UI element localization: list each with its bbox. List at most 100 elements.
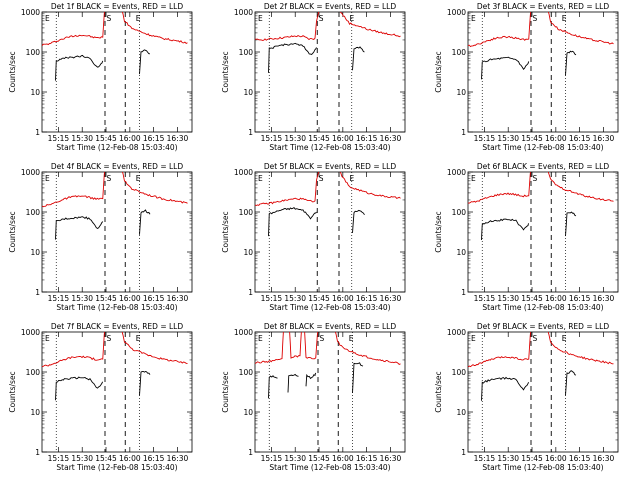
interval-marker-label: E <box>136 174 141 183</box>
x-tick-label: 15:30 <box>71 454 93 463</box>
y-axis-label: Counts/sec <box>221 51 230 92</box>
interval-marker-label: S <box>107 174 112 183</box>
x-tick-label: 15:30 <box>284 134 306 143</box>
plot-frame <box>467 11 619 133</box>
y-tick-label: 10 <box>30 248 40 257</box>
x-tick-label: 16:30 <box>380 294 402 303</box>
events-series-line <box>481 56 530 80</box>
interval-marker-label: E <box>350 14 355 23</box>
lld-series-line <box>468 12 532 48</box>
lld-series-line <box>255 332 284 364</box>
events-series-line <box>139 49 151 75</box>
y-tick-label: 1 <box>461 448 466 457</box>
plot-area <box>255 332 401 452</box>
y-tick-label: 100 <box>452 208 467 217</box>
events-series-line <box>352 209 365 233</box>
x-tick-label: 16:30 <box>380 454 402 463</box>
x-tick-label: 16:30 <box>167 294 189 303</box>
x-tick-label: 15:45 <box>308 294 330 303</box>
plot-frame <box>254 171 406 293</box>
plot-area <box>468 12 614 132</box>
x-tick-label: 16:30 <box>593 134 615 143</box>
plot-area <box>255 12 401 132</box>
y-tick-label: 100 <box>239 368 254 377</box>
y-tick-label: 1 <box>248 448 253 457</box>
x-tick-label: 16:15 <box>569 454 591 463</box>
events-series-line <box>268 207 317 237</box>
x-tick-label: 16:15 <box>143 294 165 303</box>
y-tick-label: 1000 <box>21 8 40 17</box>
x-tick-label: 16:00 <box>545 294 567 303</box>
x-tick-label: 15:30 <box>497 454 519 463</box>
y-tick-label: 10 <box>243 88 253 97</box>
x-tick-label: 15:15 <box>261 454 283 463</box>
y-tick-label: 10 <box>456 408 466 417</box>
lld-series-line <box>547 332 614 365</box>
interval-marker-label: S <box>533 334 538 343</box>
detector-panel: Det 7f BLACK = Events, RED = LLD 1 10 100 10… <box>8 322 193 472</box>
x-tick-label: 15:15 <box>261 294 283 303</box>
detector-panel: Det 6f BLACK = Events, RED = LLD 1 10 100 10… <box>434 162 619 312</box>
events-series-line <box>305 372 317 387</box>
panel-title: Det 6f BLACK = Events, RED = LLD <box>477 162 610 171</box>
x-tick-label: 15:30 <box>284 454 306 463</box>
detector-panel: Det 5f BLACK = Events, RED = LLD 1 10 100 10… <box>221 162 406 312</box>
interval-marker-label: E <box>136 334 141 343</box>
interval-marker-label: S <box>319 174 324 183</box>
y-tick-label: 1 <box>248 288 253 297</box>
x-tick-label: 15:15 <box>474 134 496 143</box>
events-series-line <box>565 370 577 396</box>
y-tick-label: 1 <box>248 128 253 137</box>
y-tick-label: 1000 <box>234 168 253 177</box>
y-tick-label: 100 <box>26 368 41 377</box>
x-tick-label: 16:30 <box>380 134 402 143</box>
y-tick-label: 1 <box>461 128 466 137</box>
lld-series-line <box>468 332 532 368</box>
x-tick-label: 16:00 <box>332 134 354 143</box>
y-tick-label: 100 <box>239 208 254 217</box>
panel-title: Det 4f BLACK = Events, RED = LLD <box>51 162 184 171</box>
interval-marker-label: E <box>562 334 567 343</box>
plot-frame <box>41 11 193 133</box>
y-axis-label: Counts/sec <box>434 211 443 252</box>
y-tick-label: 10 <box>456 88 466 97</box>
x-tick-label: 15:45 <box>521 454 543 463</box>
interval-marker-label: E <box>471 334 476 343</box>
interval-marker-label: S <box>320 334 325 343</box>
interval-marker-label: E <box>349 334 354 343</box>
x-axis-label: Start Time (12-Feb-08 15:03:40) <box>269 463 390 472</box>
events-series-line <box>268 375 278 399</box>
panel-title: Det 7f BLACK = Events, RED = LLD <box>51 322 184 331</box>
x-tick-label: 15:15 <box>48 454 70 463</box>
x-tick-label: 16:00 <box>119 294 141 303</box>
interval-marker-label: E <box>471 174 476 183</box>
x-axis-label: Start Time (12-Feb-08 15:03:40) <box>56 303 177 312</box>
x-tick-label: 16:15 <box>356 294 378 303</box>
lld-series-line <box>42 12 105 47</box>
y-tick-label: 1 <box>35 288 40 297</box>
y-tick-label: 1000 <box>21 328 40 337</box>
interval-marker-label: E <box>562 174 567 183</box>
x-axis-label: Start Time (12-Feb-08 15:03:40) <box>482 143 603 152</box>
x-tick-label: 15:45 <box>95 454 117 463</box>
plot-frame <box>254 331 406 453</box>
lld-series-line <box>334 332 401 366</box>
x-tick-label: 16:15 <box>143 134 165 143</box>
interval-marker-label: E <box>45 334 50 343</box>
lld-series-line <box>339 12 401 38</box>
plot-frame <box>41 171 193 293</box>
x-tick-label: 15:45 <box>308 454 330 463</box>
lld-series-line <box>42 332 105 367</box>
x-tick-label: 16:30 <box>593 294 615 303</box>
y-axis-label: Counts/sec <box>221 371 230 412</box>
x-tick-label: 15:15 <box>261 134 283 143</box>
y-tick-label: 1000 <box>234 328 253 337</box>
y-tick-label: 1 <box>35 128 40 137</box>
detector-panel: Det 2f BLACK = Events, RED = LLD 1 10 100 10… <box>221 2 406 152</box>
y-tick-label: 100 <box>26 48 41 57</box>
interval-marker-label: E <box>45 14 50 23</box>
lld-series-line <box>468 172 531 204</box>
x-tick-label: 16:30 <box>167 454 189 463</box>
x-tick-label: 15:30 <box>71 134 93 143</box>
plot-area <box>42 12 188 132</box>
